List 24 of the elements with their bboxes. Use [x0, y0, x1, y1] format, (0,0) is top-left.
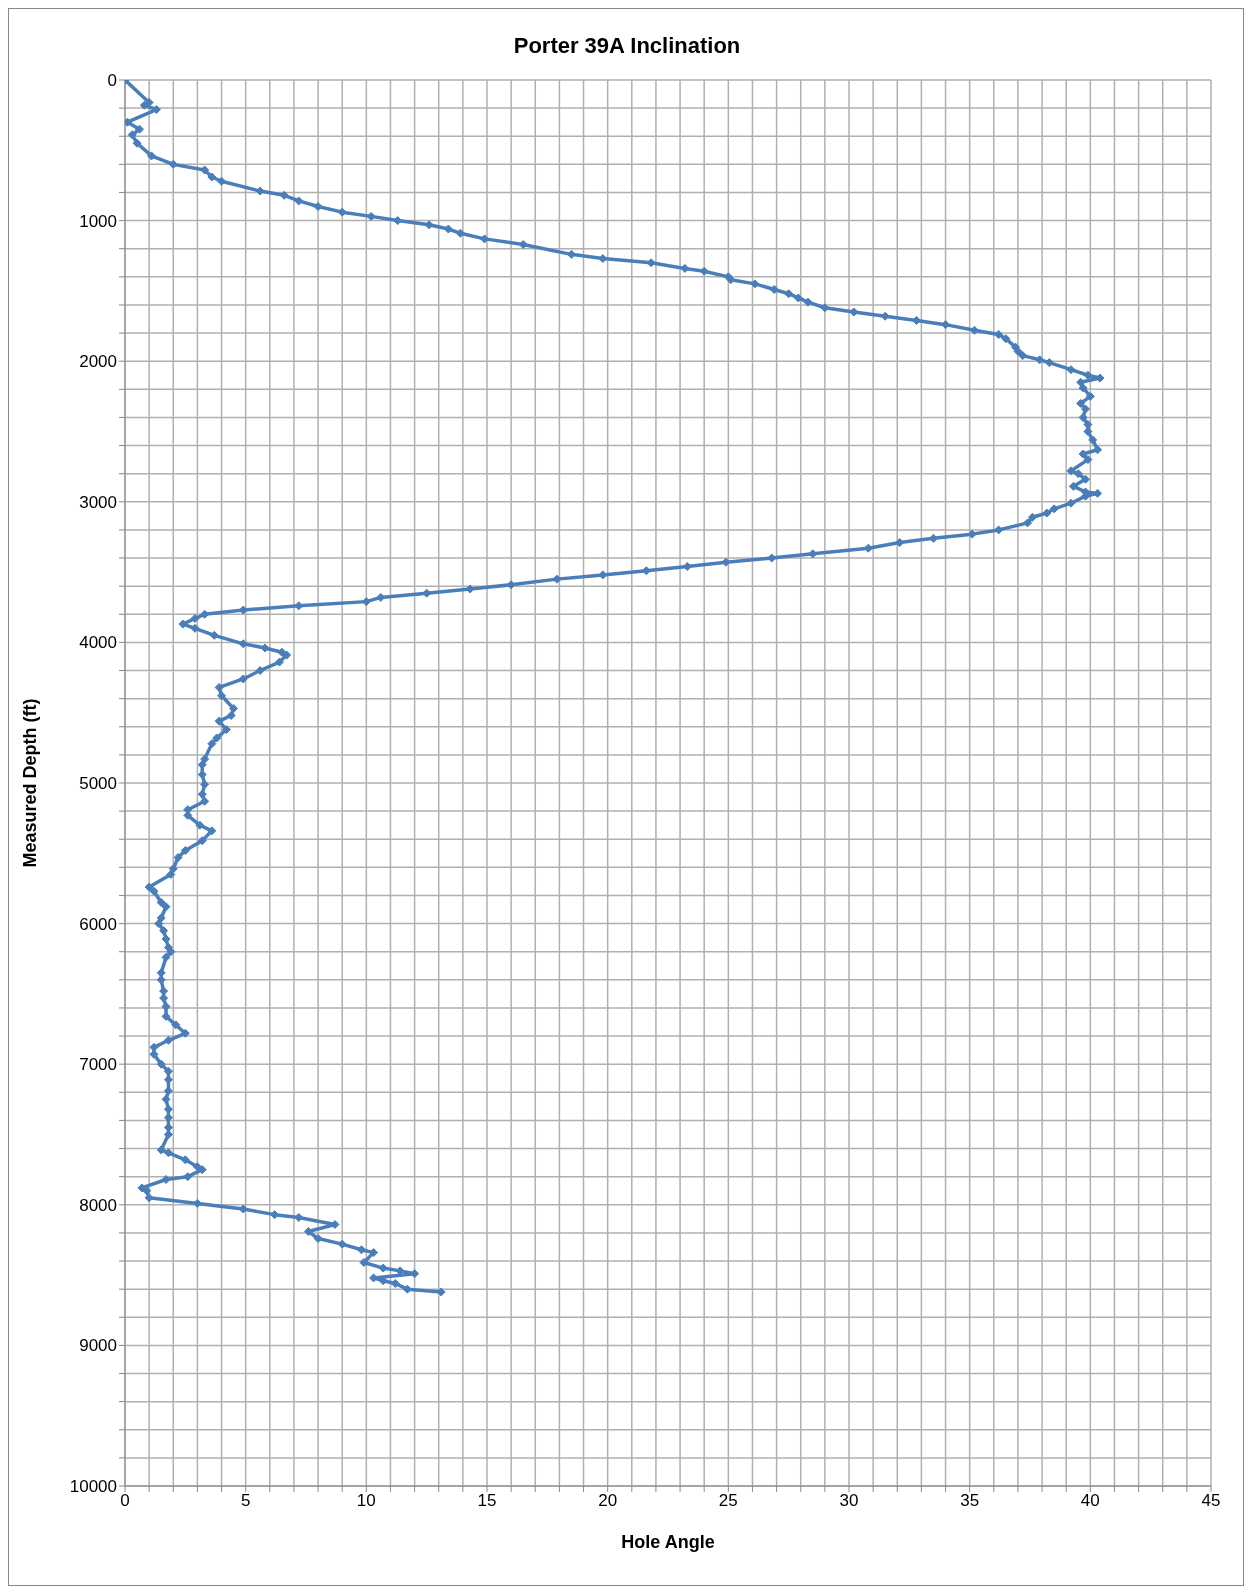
x-tick-label: 40	[1080, 1491, 1100, 1511]
y-tick-label: 8000	[79, 1195, 117, 1215]
x-tick-label: 10	[356, 1491, 376, 1511]
y-tick-label: 0	[107, 71, 117, 91]
x-tick-label: 5	[240, 1491, 251, 1511]
x-tick-label: 20	[598, 1491, 618, 1511]
x-tick-label: 45	[1201, 1491, 1221, 1511]
y-tick-label: 9000	[79, 1336, 117, 1356]
x-tick-label: 35	[960, 1491, 980, 1511]
y-axis-title: Measured Depth (ft)	[20, 698, 41, 868]
y-tick-label: 5000	[79, 774, 117, 794]
y-tick-label: 4000	[79, 633, 117, 653]
x-tick-label: 30	[839, 1491, 859, 1511]
y-tick-label: 3000	[79, 492, 117, 512]
x-tick-label: 15	[477, 1491, 497, 1511]
y-tick-label: 7000	[79, 1055, 117, 1075]
x-tick-label: 0	[120, 1491, 130, 1511]
y-tick-label: 2000	[79, 352, 117, 372]
x-axis-title: Hole Angle	[621, 1532, 715, 1552]
chart-title: Porter 39A Inclination	[512, 33, 742, 59]
y-tick-label: 10000	[69, 1477, 117, 1497]
y-tick-label: 1000	[79, 211, 117, 231]
y-tick-label: 6000	[79, 914, 117, 934]
x-tick-label: 25	[718, 1491, 738, 1511]
